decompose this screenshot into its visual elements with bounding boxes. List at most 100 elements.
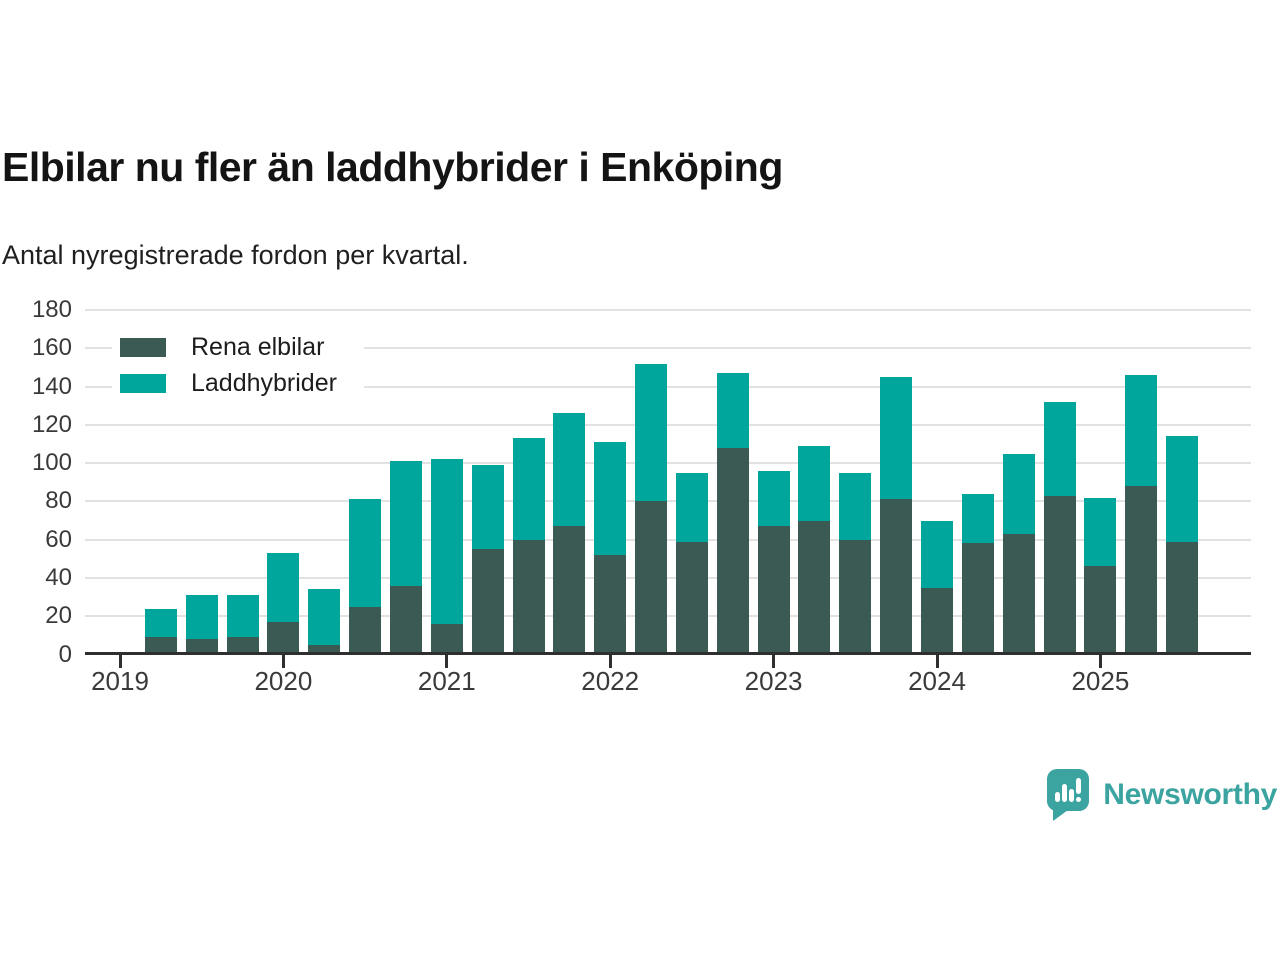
x-axis-tick-2019 bbox=[118, 655, 122, 668]
x-axis-tick-2023 bbox=[772, 655, 776, 668]
legend-label: Rena elbilar bbox=[191, 332, 325, 361]
bar-laddhybrider-2021-q3 bbox=[512, 438, 545, 540]
bar-rena-elbilar-2025-q1 bbox=[1084, 566, 1117, 655]
bar-rena-elbilar-2019-q3 bbox=[185, 639, 218, 655]
bar-rena-elbilar-2024-q3 bbox=[1002, 533, 1035, 655]
bar-laddhybrider-2023-q1 bbox=[757, 470, 790, 527]
bar-laddhybrider-2025-q3 bbox=[1166, 436, 1199, 542]
x-axis-line bbox=[85, 652, 1251, 655]
brand-name: Newsworthy bbox=[1103, 778, 1277, 811]
bar-laddhybrider-2019-q3 bbox=[185, 595, 218, 640]
y-axis-label: 100 bbox=[31, 449, 72, 477]
bar-rena-elbilar-2021-q4 bbox=[553, 526, 586, 655]
newsworthy-logo-icon bbox=[1047, 769, 1090, 821]
bar-laddhybrider-2023-q3 bbox=[839, 472, 872, 540]
y-axis-label: 80 bbox=[45, 487, 72, 515]
y-axis-label: 20 bbox=[45, 602, 72, 630]
bar-rena-elbilar-2022-q3 bbox=[675, 541, 708, 655]
bar-laddhybrider-2024-q3 bbox=[1002, 453, 1035, 534]
y-axis-label: 140 bbox=[31, 372, 72, 400]
bar-rena-elbilar-2023-q4 bbox=[880, 499, 913, 655]
chart-title: Elbilar nu fler än laddhybrider i Enköpi… bbox=[2, 144, 783, 190]
bar-laddhybrider-2022-q2 bbox=[635, 363, 668, 502]
bar-laddhybrider-2019-q4 bbox=[226, 595, 259, 638]
bar-rena-elbilar-2024-q4 bbox=[1043, 495, 1076, 655]
legend-item-laddhybrider: Laddhybrider bbox=[120, 367, 364, 399]
gridline-y-180 bbox=[85, 309, 1251, 311]
bar-rena-elbilar-2019-q2 bbox=[144, 637, 177, 655]
bar-laddhybrider-2020-q4 bbox=[389, 461, 422, 586]
gridline-y-80 bbox=[85, 500, 1251, 503]
legend-item-rena-elbilar: Rena elbilar bbox=[120, 331, 364, 363]
x-axis-label-2022: 2022 bbox=[581, 666, 640, 696]
bar-laddhybrider-2022-q3 bbox=[675, 472, 708, 542]
gridline-y-60 bbox=[85, 538, 1251, 541]
bar-laddhybrider-2024-q2 bbox=[961, 493, 994, 544]
x-axis-label-2020: 2020 bbox=[254, 666, 313, 696]
gridline-y-160 bbox=[85, 347, 1251, 350]
bar-laddhybrider-2024-q1 bbox=[921, 520, 953, 588]
bar-rena-elbilar-2021-q3 bbox=[512, 539, 545, 655]
bar-rena-elbilar-2023-q1 bbox=[757, 526, 790, 655]
bar-rena-elbilar-2021-q1 bbox=[430, 623, 463, 655]
bar-laddhybrider-2021-q1 bbox=[430, 459, 463, 624]
bar-rena-elbilar-2025-q3 bbox=[1166, 541, 1199, 655]
x-axis-label-2019: 2019 bbox=[91, 666, 149, 696]
bar-rena-elbilar-2022-q4 bbox=[716, 447, 749, 655]
x-axis-label-2024: 2024 bbox=[908, 666, 966, 696]
bar-laddhybrider-2025-q1 bbox=[1084, 497, 1117, 567]
bar-laddhybrider-2020-q2 bbox=[308, 589, 341, 645]
bar-laddhybrider-2020-q3 bbox=[349, 499, 382, 607]
bar-laddhybrider-2022-q4 bbox=[716, 373, 749, 448]
x-axis-tick-2025 bbox=[1098, 655, 1102, 668]
y-axis-label: 0 bbox=[58, 640, 72, 668]
bar-laddhybrider-2023-q4 bbox=[880, 376, 913, 500]
bar-rena-elbilar-2019-q4 bbox=[226, 637, 259, 655]
bar-rena-elbilar-2022-q1 bbox=[594, 554, 627, 655]
gridline-y-100 bbox=[85, 462, 1251, 465]
legend-label: Laddhybrider bbox=[191, 368, 337, 397]
bar-laddhybrider-2021-q4 bbox=[553, 413, 586, 527]
y-axis-label: 120 bbox=[31, 410, 72, 438]
bar-rena-elbilar-2022-q2 bbox=[635, 501, 668, 655]
bar-laddhybrider-2021-q2 bbox=[471, 465, 504, 550]
bar-rena-elbilar-2021-q2 bbox=[471, 549, 504, 655]
bar-rena-elbilar-2023-q3 bbox=[839, 539, 872, 655]
bar-rena-elbilar-2020-q4 bbox=[389, 585, 422, 655]
bar-laddhybrider-2020-q1 bbox=[267, 553, 300, 622]
y-axis-label: 180 bbox=[31, 296, 72, 323]
bar-rena-elbilar-2023-q2 bbox=[798, 520, 831, 655]
x-axis-tick-2022 bbox=[608, 655, 612, 668]
legend-swatch-laddhybrider bbox=[120, 373, 166, 393]
x-axis-label-2021: 2021 bbox=[417, 666, 476, 696]
bar-laddhybrider-2019-q2 bbox=[144, 608, 177, 638]
x-axis-label-2025: 2025 bbox=[1071, 666, 1130, 696]
x-axis-tick-2024 bbox=[935, 655, 939, 668]
bar-laddhybrider-2023-q2 bbox=[798, 445, 831, 521]
gridline-y-20 bbox=[85, 615, 1251, 618]
gridline-y-40 bbox=[85, 576, 1251, 579]
bar-laddhybrider-2022-q1 bbox=[594, 442, 627, 555]
gridline-y-140 bbox=[85, 385, 1251, 388]
newsworthy-branding: Newsworthy bbox=[1044, 767, 1277, 823]
y-axis-label: 160 bbox=[31, 334, 72, 362]
bar-rena-elbilar-2024-q1 bbox=[921, 587, 953, 655]
bar-rena-elbilar-2025-q2 bbox=[1125, 486, 1158, 655]
y-axis-label: 60 bbox=[45, 525, 72, 553]
x-axis-label-2023: 2023 bbox=[744, 666, 803, 696]
bar-rena-elbilar-2020-q3 bbox=[349, 606, 382, 655]
bar-laddhybrider-2025-q2 bbox=[1125, 375, 1158, 487]
gridline-y-120 bbox=[85, 423, 1251, 426]
x-axis-tick-2020 bbox=[281, 655, 285, 668]
bar-rena-elbilar-2020-q1 bbox=[267, 621, 300, 655]
chart-legend: Rena elbilar Laddhybrider bbox=[112, 329, 364, 401]
bar-rena-elbilar-2024-q2 bbox=[961, 543, 994, 655]
bar-laddhybrider-2024-q4 bbox=[1043, 401, 1076, 496]
y-axis-label: 40 bbox=[45, 563, 72, 591]
x-axis-tick-2021 bbox=[445, 655, 449, 668]
legend-swatch-rena-elbilar bbox=[120, 337, 166, 357]
chart-subtitle: Antal nyregistrerade fordon per kvartal. bbox=[2, 240, 469, 270]
bar-rena-elbilar-2020-q2 bbox=[308, 644, 341, 655]
